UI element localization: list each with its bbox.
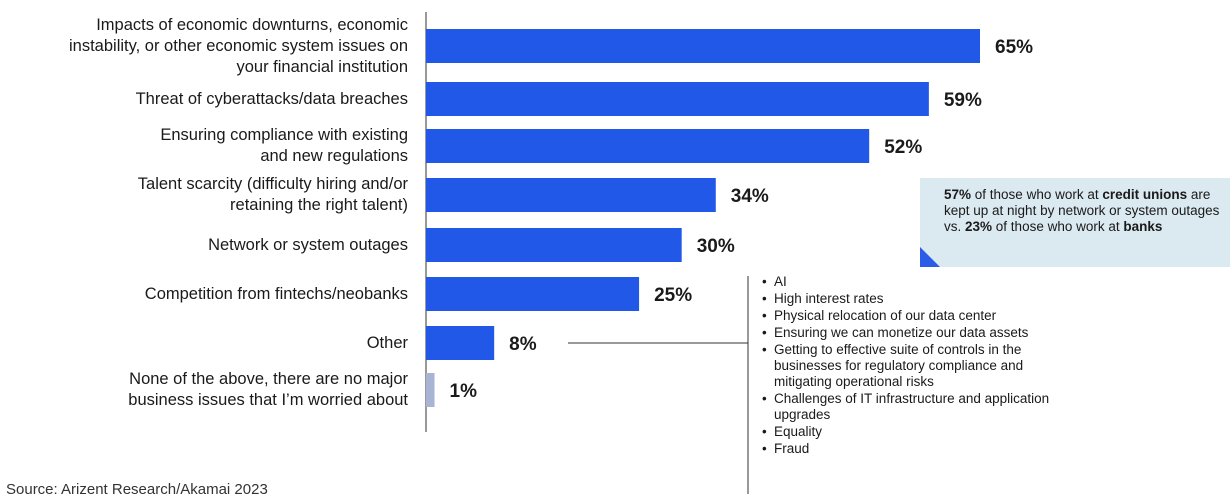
bar <box>426 373 435 407</box>
callout-text: of those who work at <box>992 219 1124 234</box>
list-item: AI <box>760 274 1080 290</box>
bar-value-label: 25% <box>654 285 692 306</box>
category-label: Other <box>0 333 408 354</box>
list-item: Fraud <box>760 441 1080 457</box>
category-label-line: Ensuring compliance with existing <box>160 126 408 144</box>
category-label: Competition from fintechs/neobanks <box>0 284 408 305</box>
category-label-line: Talent scarcity (difficulty hiring and/o… <box>137 175 408 193</box>
list-item: Physical relocation of our data center <box>760 308 1080 324</box>
category-label-line: Network or system outages <box>208 235 408 254</box>
bar <box>426 326 495 360</box>
callout-box: 57% of those who work at credit unions a… <box>920 178 1230 267</box>
callout-group-credit-unions: credit unions <box>1102 187 1188 202</box>
list-item: Challenges of IT infrastructure and appl… <box>760 391 1080 423</box>
category-label-line: Competition from fintechs/neobanks <box>144 284 408 303</box>
bar <box>426 228 682 262</box>
bar <box>426 129 870 163</box>
callout-text: are kept up at night by network or syste… <box>944 187 1220 234</box>
category-label: Threat of cyberattacks/data breaches <box>0 89 408 110</box>
callout-corner-triangle <box>920 247 940 267</box>
other-responses-list: AI High interest rates Physical relocati… <box>760 274 1080 458</box>
category-label: None of the above, there are no major bus… <box>0 369 408 411</box>
category-label-line: instability, or other economic system is… <box>69 36 408 55</box>
category-label: Talent scarcity (difficulty hiring and/o… <box>0 174 408 216</box>
category-label-line: Threat of cyberattacks/data breaches <box>135 89 408 108</box>
list-item: High interest rates <box>760 291 1080 307</box>
category-label-line: None of the above, there are no major <box>129 370 408 388</box>
bar-value-label: 30% <box>697 236 735 257</box>
category-label-line: Other <box>366 333 408 352</box>
bar <box>426 178 716 212</box>
bar-value-label: 8% <box>509 334 537 355</box>
bar-value-label: 1% <box>450 381 478 402</box>
bar <box>426 277 640 311</box>
category-label-line: and new regulations <box>260 147 408 165</box>
list-item: Ensuring we can monetize our data assets <box>760 325 1080 341</box>
category-label: Ensuring compliance with existing and new… <box>0 125 408 167</box>
source-note: Source: Arizent Research/Akamai 2023 <box>6 481 268 498</box>
callout-stat-banks: 23% <box>965 219 993 234</box>
category-label-line: retaining the right talent) <box>230 196 408 214</box>
bar-value-label: 34% <box>731 186 769 207</box>
category-label: Impacts of economic downturns, economic i… <box>0 15 408 78</box>
bar-value-label: 65% <box>995 37 1033 58</box>
bar <box>426 82 929 116</box>
category-label-line: business issues that I’m worried about <box>128 391 408 409</box>
category-label: Network or system outages <box>0 235 408 256</box>
callout-text: of those who work at <box>971 187 1103 202</box>
list-item: Getting to effective suite of controls i… <box>760 342 1080 390</box>
bar <box>426 29 980 63</box>
bar-value-label: 59% <box>944 90 982 111</box>
category-label-line: your financial institution <box>236 57 408 76</box>
category-label-line: Impacts of economic downturns, economic <box>96 15 408 34</box>
callout-group-banks: banks <box>1123 219 1163 234</box>
callout-stat-credit-unions: 57% <box>944 187 972 202</box>
list-item: Equality <box>760 424 1080 440</box>
bar-value-label: 52% <box>884 137 922 158</box>
